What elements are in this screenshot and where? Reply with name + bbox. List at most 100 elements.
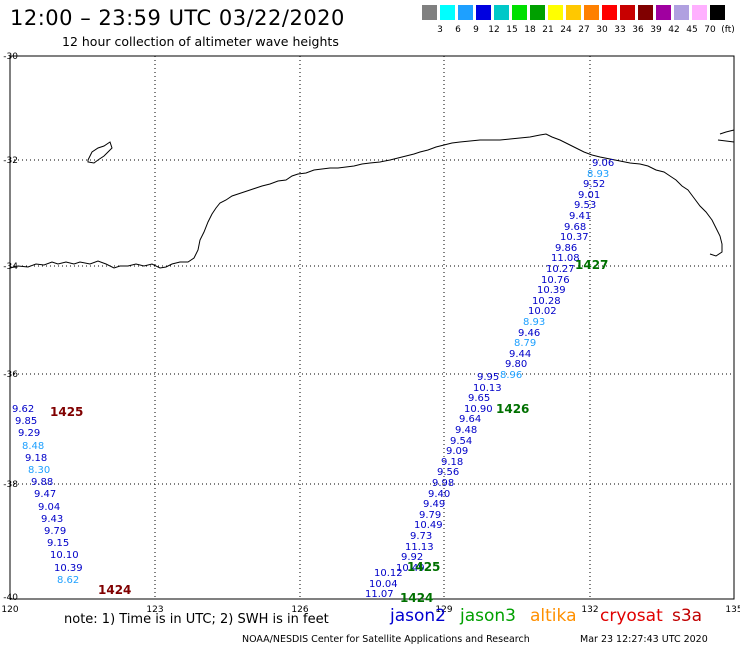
swh-value: 10.49 <box>414 520 443 531</box>
legend-swatch <box>440 5 455 20</box>
latitude-tick-label: -32 <box>3 156 18 166</box>
swh-value: 9.79 <box>44 526 67 537</box>
satellite-legend-item: jason2 <box>390 606 446 626</box>
swh-value: 9.92 <box>401 552 424 563</box>
legend-swatch <box>638 5 653 20</box>
swh-value: 10.12 <box>374 568 403 579</box>
swh-value: 9.01 <box>578 190 601 201</box>
pass-time-label: 1427 <box>575 258 609 272</box>
coastline-east <box>717 129 735 143</box>
satellite-legend-item: cryosat <box>600 606 663 626</box>
legend-swatch <box>458 5 473 20</box>
swh-value: 9.85 <box>15 416 38 427</box>
swh-value: 9.64 <box>459 414 482 425</box>
legend-level: 15 <box>506 25 518 35</box>
legend-level: 24 <box>560 25 572 35</box>
swh-value: 10.10 <box>50 550 79 561</box>
swh-value: 9.04 <box>38 502 61 513</box>
swh-value: 8.93 <box>523 317 546 328</box>
swh-value: 9.49 <box>423 499 446 510</box>
swh-value: 10.13 <box>473 383 502 394</box>
pass-time-label: 1424 <box>98 583 132 597</box>
legend-level: 12 <box>488 25 500 35</box>
swh-value: 9.29 <box>18 428 41 439</box>
legend-level: 27 <box>578 25 590 35</box>
page-subtitle: 12 hour collection of altimeter wave hei… <box>62 34 339 49</box>
longitude-tick-label: 123 <box>146 605 163 615</box>
swh-value: 9.86 <box>555 243 578 254</box>
swh-value: 10.37 <box>560 232 589 243</box>
legend-swatch <box>512 5 527 20</box>
footer-note: note: 1) Time is in UTC; 2) SWH is in fe… <box>64 612 329 627</box>
legend-level: 33 <box>614 25 626 35</box>
legend-swatch <box>530 5 545 20</box>
legend-swatch <box>656 5 671 20</box>
legend-level: 18 <box>524 25 536 35</box>
swh-value: 9.40 <box>428 489 451 500</box>
legend-level: 3 <box>437 25 443 35</box>
longitude-tick-label: 132 <box>581 605 598 615</box>
swh-value: 8.62 <box>57 575 80 586</box>
legend-level: 70 <box>704 25 716 35</box>
pass-time-label: 1425 <box>407 560 441 574</box>
swh-value: 9.41 <box>569 211 592 222</box>
graticule <box>10 56 734 599</box>
swh-value: 10.76 <box>541 275 570 286</box>
swh-value: 8.79 <box>514 338 537 349</box>
satellite-legend-item: altika <box>530 606 577 626</box>
legend-swatch <box>692 5 707 20</box>
swh-value: 9.52 <box>583 179 606 190</box>
legend-level: (ft) <box>721 25 735 35</box>
legend-swatch <box>584 5 599 20</box>
swh-value: 10.27 <box>546 264 575 275</box>
legend-level: 21 <box>542 25 554 35</box>
legend-swatch <box>422 5 437 20</box>
legend-level: 30 <box>596 25 608 35</box>
latitude-tick-label: -30 <box>3 52 18 62</box>
legend-swatch <box>710 5 725 20</box>
swh-value: 9.56 <box>437 467 460 478</box>
swh-value: 9.65 <box>468 393 491 404</box>
swh-value: 9.09 <box>446 446 469 457</box>
longitude-tick-label: 126 <box>291 605 308 615</box>
swh-value: 11.08 <box>551 253 580 264</box>
swh-value: 10.49 <box>396 563 425 574</box>
swh-value: 10.39 <box>537 285 566 296</box>
legend-level: 9 <box>473 25 479 35</box>
swh-value: 9.95 <box>477 372 500 383</box>
coastline-island <box>87 141 113 164</box>
legend-swatch <box>476 5 491 20</box>
generated-timestamp: Mar 23 12:27:43 UTC 2020 <box>580 634 708 645</box>
swh-value: 9.44 <box>509 349 532 360</box>
swh-value: 9.47 <box>34 489 57 500</box>
swh-value: 10.90 <box>464 404 493 415</box>
legend-level: 39 <box>650 25 662 35</box>
legend-level: 45 <box>686 25 698 35</box>
map-frame <box>9 55 735 600</box>
legend-swatch <box>602 5 617 20</box>
legend-level: 6 <box>455 25 461 35</box>
longitude-tick-label: 135 <box>725 605 740 615</box>
swh-value: 9.48 <box>455 425 478 436</box>
swh-value: 9.79 <box>419 510 442 521</box>
swh-value: 11.07 <box>365 589 394 600</box>
swh-value: 8.48 <box>22 441 45 452</box>
swh-value: 8.96 <box>500 370 523 381</box>
pass-time-label: 1424 <box>400 591 434 605</box>
credit-line: NOAA/NESDIS Center for Satellite Applica… <box>242 634 530 645</box>
latitude-tick-label: -40 <box>3 593 18 603</box>
pass-time-label: 1426 <box>496 402 530 416</box>
swh-value: 8.93 <box>587 169 610 180</box>
swh-value: 11.13 <box>405 542 434 553</box>
longitude-tick-label: 120 <box>1 605 18 615</box>
swh-value: 9.53 <box>574 200 597 211</box>
swh-value: 9.18 <box>25 453 48 464</box>
legend-level: 42 <box>668 25 680 35</box>
pass-time-label: 1425 <box>50 405 84 419</box>
coastline-australia <box>9 133 723 269</box>
swh-value: 10.04 <box>369 579 398 590</box>
swh-value: 9.43 <box>41 514 64 525</box>
satellite-legend-item: s3a <box>672 606 703 626</box>
swh-value: 9.73 <box>410 531 433 542</box>
swh-value: 9.06 <box>592 158 615 169</box>
